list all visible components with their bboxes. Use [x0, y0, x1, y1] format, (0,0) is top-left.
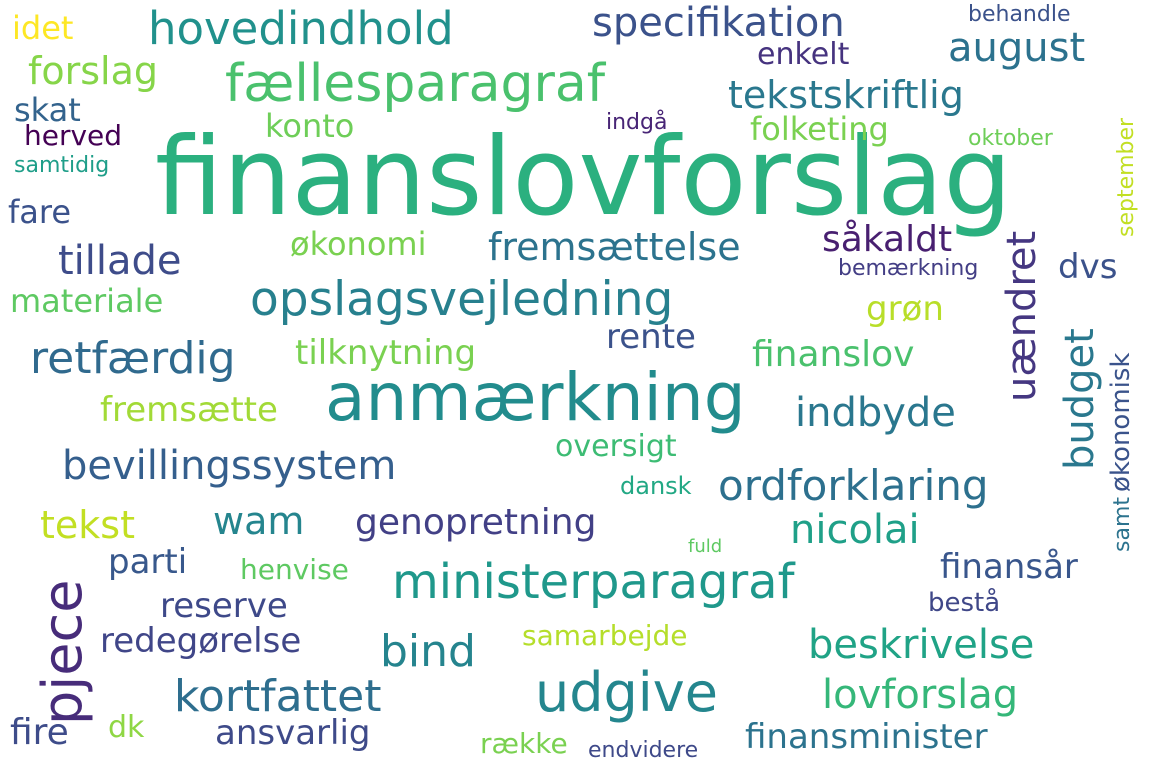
- word: indbyde: [795, 390, 956, 436]
- word: wam: [213, 499, 305, 543]
- word: tekst: [40, 503, 135, 547]
- word: reserve: [160, 586, 288, 626]
- word: samarbejde: [522, 619, 688, 652]
- word: redegørelse: [100, 621, 302, 661]
- word: fremsættelse: [488, 225, 741, 269]
- word: fremsætte: [100, 390, 278, 430]
- word: august: [948, 25, 1086, 71]
- word: samt: [1110, 497, 1135, 552]
- word: parti: [108, 542, 188, 582]
- word: forslag: [28, 49, 159, 93]
- word: grøn: [866, 289, 944, 329]
- word: fuld: [688, 536, 723, 557]
- word: hovedindhold: [148, 2, 454, 55]
- word: idet: [12, 9, 74, 47]
- word: behandle: [968, 2, 1071, 27]
- word: række: [480, 727, 568, 760]
- word: genopretning: [355, 502, 597, 543]
- word: oktober: [968, 126, 1053, 151]
- word: retfærdig: [30, 333, 236, 384]
- word: økonomi: [290, 225, 427, 263]
- word: september: [1114, 117, 1139, 237]
- word: beskrivelse: [808, 622, 1035, 668]
- word: herved: [24, 119, 123, 152]
- word: økonomisk: [1106, 352, 1136, 492]
- word: nicolai: [790, 507, 920, 553]
- word: tilknytning: [295, 333, 477, 373]
- word: budget: [1057, 328, 1103, 470]
- word: tillade: [58, 238, 182, 284]
- word: finanslovforslag: [155, 115, 1012, 240]
- word: finansår: [940, 547, 1078, 587]
- word: finanslov: [752, 334, 915, 375]
- word: tekstskriftlig: [728, 73, 964, 117]
- word: specifikation: [592, 0, 845, 46]
- word: bestå: [928, 588, 1001, 618]
- word: dansk: [620, 472, 692, 500]
- word: dvs: [1058, 247, 1118, 287]
- word: oversigt: [555, 429, 677, 464]
- word: ansvarlig: [215, 713, 371, 753]
- word: ordforklaring: [718, 461, 989, 510]
- word: pjece: [31, 579, 94, 725]
- word: dk: [108, 710, 145, 745]
- word: konto: [265, 107, 355, 145]
- word: enkelt: [757, 37, 850, 72]
- word: rente: [606, 317, 696, 357]
- word: fare: [8, 193, 72, 231]
- word: folketing: [750, 110, 889, 148]
- word: såkaldt: [822, 219, 953, 260]
- word: ministerparagraf: [392, 554, 795, 610]
- word: bemærkning: [838, 256, 979, 281]
- word: indgå: [606, 110, 668, 135]
- word: bind: [380, 626, 476, 677]
- word: kortfattet: [174, 671, 382, 722]
- word: lovforslag: [822, 672, 1019, 718]
- word: fællesparagraf: [225, 54, 606, 114]
- word: udgive: [535, 661, 718, 724]
- word: bevillingssystem: [62, 443, 397, 489]
- word: uændret: [999, 230, 1045, 402]
- word: henvise: [240, 553, 349, 586]
- word: opslagsvejledning: [250, 272, 674, 327]
- word: fire: [10, 712, 69, 753]
- word: endvidere: [588, 738, 699, 763]
- word: anmærkning: [325, 359, 746, 436]
- word: finansminister: [745, 717, 988, 757]
- word: materiale: [10, 282, 164, 320]
- word: samtidig: [14, 153, 110, 178]
- word: skat: [14, 91, 81, 129]
